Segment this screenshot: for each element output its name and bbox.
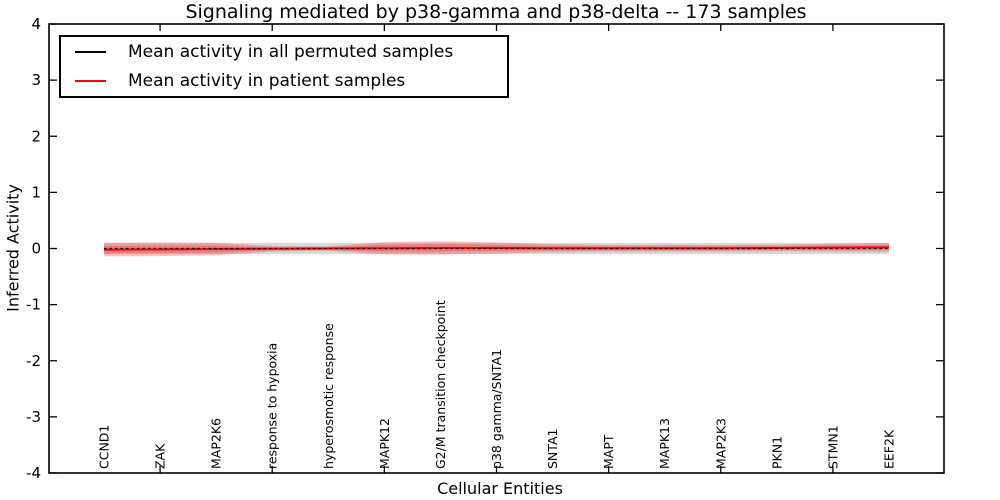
x-category-label: hyperosmotic response [321,323,336,469]
legend: Mean activity in all permuted samples Me… [59,35,509,98]
legend-label: Mean activity in all permuted samples [128,41,454,62]
y-tick-label: 3 [31,71,41,89]
x-category-label: CCND1 [97,425,112,469]
chart-title: Signaling mediated by p38-gamma and p38-… [185,1,807,23]
x-category-label: p38 gamma/SNTA1 [489,349,504,469]
x-category-label: MAPK13 [657,418,672,469]
patient-line-swatch [75,80,106,83]
y-tick-label: 4 [31,15,41,33]
x-category-label: MAPK12 [377,418,392,469]
x-category-label: STMN1 [825,425,840,469]
y-tick-label: 0 [31,240,41,258]
x-category-label: MAPT [601,434,616,469]
x-category-label: response to hypoxia [265,343,280,469]
legend-item-permuted: Mean activity in all permuted samples [75,38,507,65]
x-category-label: EEF2K [882,429,897,469]
x-category-label: G2/M transition checkpoint [433,300,448,469]
x-category-label: SNTA1 [545,429,560,469]
y-axis-label: Inferred Activity [3,184,23,312]
x-axis-label: Cellular Entities [437,479,563,498]
y-tick-label: -2 [26,352,41,370]
legend-label: Mean activity in patient samples [128,71,406,92]
x-category-label: MAP2K6 [209,418,224,469]
y-tick-label: 2 [31,127,41,145]
y-tick-label: -3 [26,408,41,426]
y-tick-label: 1 [31,183,41,201]
x-category-label: PKN1 [769,436,784,469]
x-category-label: MAP2K3 [713,418,728,469]
x-category-label: ZAK [153,443,168,469]
legend-item-patient: Mean activity in patient samples [75,68,507,95]
permuted-line-swatch [75,50,106,53]
y-tick-label: -1 [26,296,41,314]
y-tick-label: -4 [26,464,41,482]
